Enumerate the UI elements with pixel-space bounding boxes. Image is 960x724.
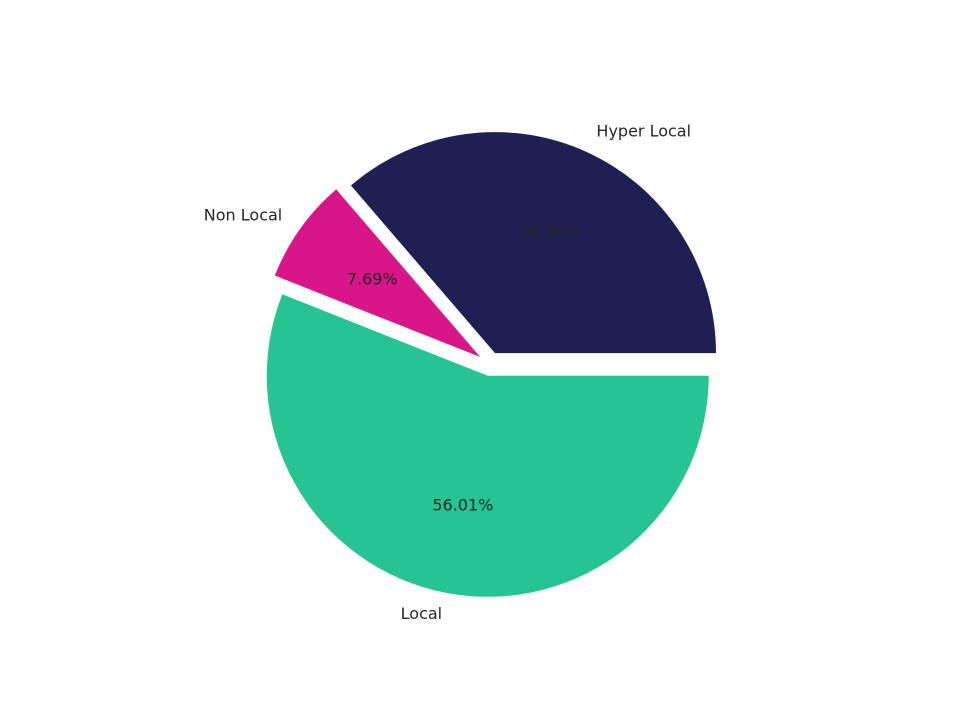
pie-slice	[274, 189, 481, 358]
value-label: 56.01%	[432, 496, 493, 515]
slice-label: Hyper Local	[596, 122, 691, 141]
value-label: 36.30%	[520, 222, 581, 241]
slice-label: Non Local	[204, 205, 282, 224]
pie-slice	[350, 132, 717, 354]
pie-slice	[266, 294, 709, 597]
value-label: 7.69%	[347, 270, 398, 289]
slice-label: Local	[401, 604, 442, 623]
